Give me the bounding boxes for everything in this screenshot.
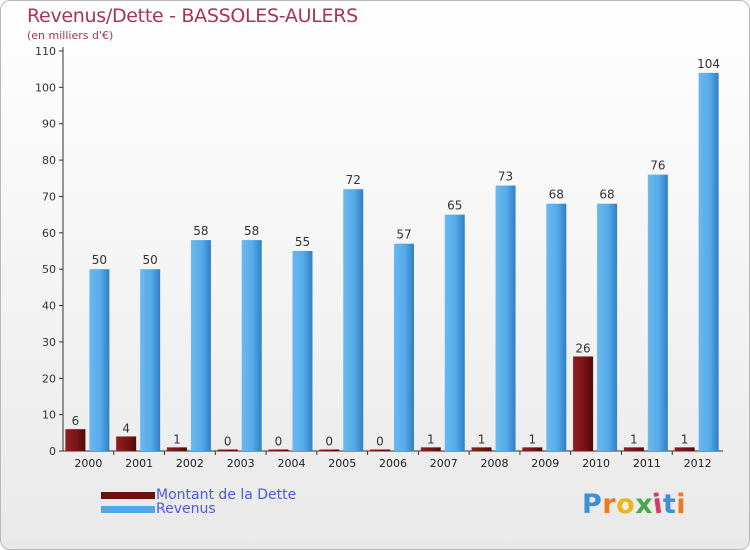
- bar-revenus-2010: [597, 203, 618, 451]
- x-tick-label: 2010: [582, 457, 610, 470]
- data-label-dette-2008: 1: [478, 432, 486, 446]
- data-label-revenus-2010: 68: [599, 188, 614, 202]
- bar-dette-2005: [319, 449, 340, 451]
- bar-dette-2011: [623, 447, 644, 451]
- x-tick-label: 2003: [227, 457, 255, 470]
- x-tick-label: 2001: [125, 457, 153, 470]
- bar-dette-2008: [471, 447, 492, 451]
- data-label-revenus-2004: 55: [295, 235, 310, 249]
- data-label-dette-2006: 0: [376, 435, 384, 449]
- x-tick-label: 2008: [481, 457, 509, 470]
- bar-revenus-2011: [647, 174, 668, 452]
- logo-letter: t: [662, 489, 677, 520]
- legend-swatch-dette: [101, 492, 155, 499]
- y-tick-label: 60: [42, 227, 56, 240]
- y-tick-label: 0: [49, 445, 56, 458]
- y-tick-label: 30: [42, 336, 56, 349]
- data-label-revenus-2007: 65: [447, 199, 462, 213]
- bar-revenus-2000: [89, 269, 110, 451]
- x-tick-label: 2012: [684, 457, 712, 470]
- data-label-revenus-2009: 68: [549, 188, 564, 202]
- data-label-dette-2011: 1: [630, 432, 638, 446]
- bar-dette-2009: [522, 447, 543, 451]
- logo-letter: o: [616, 489, 636, 520]
- chart-title: Revenus/Dette - BASSOLES-AULERS: [27, 5, 358, 27]
- data-label-dette-2004: 0: [275, 435, 283, 449]
- bar-dette-2003: [217, 449, 238, 451]
- data-label-revenus-2012: 104: [697, 57, 720, 71]
- data-label-dette-2009: 1: [528, 432, 536, 446]
- data-label-dette-2010: 26: [575, 341, 590, 355]
- bar-dette-2010: [573, 356, 594, 451]
- x-tick-label: 2005: [328, 457, 356, 470]
- y-tick-label: 100: [35, 81, 56, 94]
- x-tick-label: 2011: [633, 457, 661, 470]
- y-tick-label: 80: [42, 154, 56, 167]
- x-tick-label: 2004: [277, 457, 305, 470]
- y-tick-label: 70: [42, 190, 56, 203]
- data-label-revenus-2000: 50: [92, 253, 107, 267]
- data-label-revenus-2001: 50: [143, 253, 158, 267]
- y-tick-label: 110: [35, 45, 56, 58]
- chart-subtitle: (en milliers d'€): [27, 29, 114, 42]
- data-label-dette-2007: 1: [427, 432, 435, 446]
- bar-revenus-2007: [444, 214, 465, 451]
- data-label-dette-2000: 6: [72, 414, 80, 428]
- data-label-revenus-2011: 76: [650, 159, 665, 173]
- bar-dette-2012: [674, 447, 695, 451]
- logo-letter: i: [676, 489, 687, 520]
- bar-revenus-2002: [190, 240, 211, 451]
- bar-dette-2002: [166, 447, 187, 451]
- y-tick-label: 90: [42, 118, 56, 131]
- data-label-revenus-2005: 72: [346, 173, 361, 187]
- legend-label-revenus: Revenus: [156, 501, 216, 517]
- bar-revenus-2006: [394, 243, 414, 451]
- bar-revenus-2004: [292, 251, 313, 451]
- data-label-revenus-2006: 57: [396, 228, 411, 242]
- x-tick-label: 2002: [176, 457, 204, 470]
- bar-dette-2000: [65, 429, 86, 451]
- x-tick-label: 2006: [379, 457, 407, 470]
- y-tick-label: 40: [42, 300, 56, 313]
- bar-revenus-2008: [495, 185, 516, 451]
- bar-revenus-2003: [241, 240, 262, 451]
- data-label-revenus-2002: 58: [193, 224, 208, 238]
- data-label-dette-2005: 0: [325, 435, 333, 449]
- bar-revenus-2012: [698, 72, 719, 452]
- y-tick-label: 10: [42, 409, 56, 422]
- bar-dette-2001: [116, 436, 137, 451]
- logo-letter: x: [635, 489, 654, 520]
- x-tick-label: 2009: [531, 457, 559, 470]
- data-label-dette-2012: 1: [681, 432, 689, 446]
- legend-label-dette: Montant de la Dette: [156, 487, 297, 503]
- y-tick-label: 20: [42, 372, 56, 385]
- x-tick-label: 2000: [74, 457, 102, 470]
- x-tick-label: 2007: [430, 457, 458, 470]
- data-label-dette-2001: 4: [122, 421, 130, 435]
- bar-revenus-2009: [546, 203, 567, 451]
- data-label-dette-2003: 0: [224, 435, 232, 449]
- logo-letter: P: [582, 489, 603, 520]
- data-label-dette-2002: 1: [173, 432, 181, 446]
- data-label-revenus-2003: 58: [244, 224, 259, 238]
- data-label-revenus-2008: 73: [498, 170, 513, 184]
- legend-swatch-revenus: [101, 506, 155, 513]
- y-tick-label: 50: [42, 263, 56, 276]
- bar-dette-2004: [268, 449, 289, 451]
- proxiti-logo: Proxiti: [582, 488, 687, 520]
- bar-revenus-2005: [343, 189, 364, 451]
- bar-dette-2007: [420, 447, 441, 451]
- bar-revenus-2001: [140, 269, 161, 451]
- logo-letter: r: [602, 489, 617, 520]
- bar-dette-2006: [370, 449, 390, 451]
